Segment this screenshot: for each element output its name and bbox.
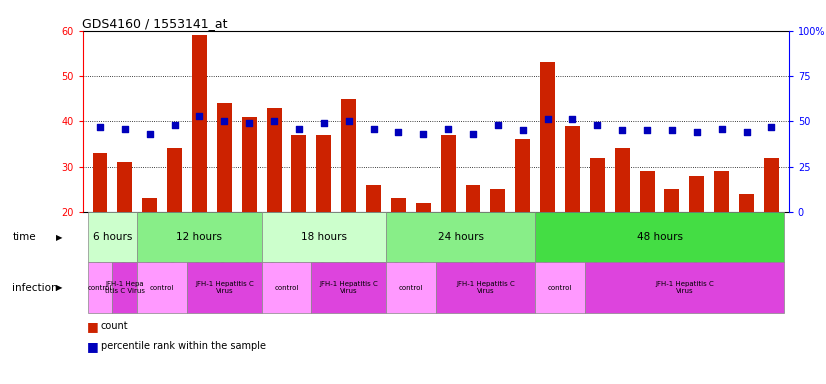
Bar — [262, 212, 386, 263]
Bar — [117, 162, 132, 212]
Bar — [386, 263, 436, 313]
Bar — [217, 103, 232, 212]
Bar — [535, 263, 585, 313]
Text: 18 hours: 18 hours — [301, 232, 347, 242]
Point — [640, 127, 653, 133]
Bar — [267, 108, 282, 212]
Text: ▶: ▶ — [56, 283, 63, 292]
Point — [442, 126, 455, 132]
Bar — [187, 263, 262, 313]
Bar — [639, 171, 654, 212]
Bar — [441, 135, 456, 212]
Bar — [391, 198, 406, 212]
Bar — [386, 212, 535, 263]
Bar — [690, 175, 705, 212]
Bar — [590, 157, 605, 212]
Text: ▶: ▶ — [56, 233, 63, 242]
Point — [491, 122, 505, 128]
Point — [93, 124, 107, 130]
Text: ■: ■ — [87, 320, 98, 333]
Point — [317, 120, 330, 126]
Text: count: count — [101, 321, 128, 331]
Text: control: control — [548, 285, 572, 291]
Text: infection: infection — [12, 283, 58, 293]
Bar — [436, 263, 535, 313]
Bar — [167, 149, 182, 212]
Bar — [491, 189, 506, 212]
Bar — [192, 35, 207, 212]
Bar — [565, 126, 580, 212]
Point — [467, 131, 480, 137]
Point — [143, 131, 156, 137]
Bar — [311, 263, 386, 313]
Bar — [585, 263, 784, 313]
Bar — [515, 139, 530, 212]
Bar — [93, 153, 107, 212]
Bar — [415, 203, 430, 212]
Bar — [466, 185, 481, 212]
Bar — [137, 212, 262, 263]
Point — [168, 122, 181, 128]
Point — [342, 118, 355, 124]
Point — [516, 127, 529, 133]
Bar — [366, 185, 381, 212]
Point — [615, 127, 629, 133]
Point — [765, 124, 778, 130]
Text: ■: ■ — [87, 339, 98, 353]
Text: control: control — [274, 285, 299, 291]
Bar — [739, 194, 754, 212]
Point — [243, 120, 256, 126]
Bar — [540, 63, 555, 212]
Point — [416, 131, 430, 137]
Text: JFH-1 Hepatitis C
Virus: JFH-1 Hepatitis C Virus — [655, 281, 714, 294]
Point — [292, 126, 306, 132]
Text: JFH-1 Hepatitis C
Virus: JFH-1 Hepatitis C Virus — [195, 281, 254, 294]
Point — [541, 116, 554, 122]
Point — [392, 129, 405, 135]
Bar — [142, 198, 157, 212]
Point — [591, 122, 604, 128]
Text: percentile rank within the sample: percentile rank within the sample — [101, 341, 266, 351]
Bar — [341, 99, 356, 212]
Bar — [664, 189, 680, 212]
Text: GDS4160 / 1553141_at: GDS4160 / 1553141_at — [82, 17, 227, 30]
Text: control: control — [399, 285, 423, 291]
Point — [666, 127, 679, 133]
Text: 24 hours: 24 hours — [438, 232, 483, 242]
Bar — [316, 135, 331, 212]
Point — [566, 116, 579, 122]
Bar — [764, 157, 779, 212]
Bar — [535, 212, 784, 263]
Text: control: control — [88, 285, 112, 291]
Bar — [714, 171, 729, 212]
Text: control: control — [150, 285, 174, 291]
Text: 6 hours: 6 hours — [93, 232, 132, 242]
Bar — [262, 263, 311, 313]
Text: JFH-1 Hepatitis C
Virus: JFH-1 Hepatitis C Virus — [456, 281, 515, 294]
Point — [691, 129, 704, 135]
Text: JFH-1 Hepa
titis C Virus: JFH-1 Hepa titis C Virus — [105, 281, 145, 294]
Point — [715, 126, 729, 132]
Bar — [615, 149, 629, 212]
Point — [118, 126, 131, 132]
Point — [218, 118, 231, 124]
Bar — [88, 263, 112, 313]
Text: 12 hours: 12 hours — [177, 232, 222, 242]
Point — [268, 118, 281, 124]
Point — [367, 126, 380, 132]
Text: JFH-1 Hepatitis C
Virus: JFH-1 Hepatitis C Virus — [320, 281, 378, 294]
Bar — [88, 212, 137, 263]
Text: 48 hours: 48 hours — [637, 232, 682, 242]
Point — [192, 113, 206, 119]
Bar — [292, 135, 306, 212]
Point — [740, 129, 753, 135]
Bar — [242, 117, 257, 212]
Text: time: time — [12, 232, 36, 242]
Bar — [137, 263, 187, 313]
Bar — [112, 263, 137, 313]
